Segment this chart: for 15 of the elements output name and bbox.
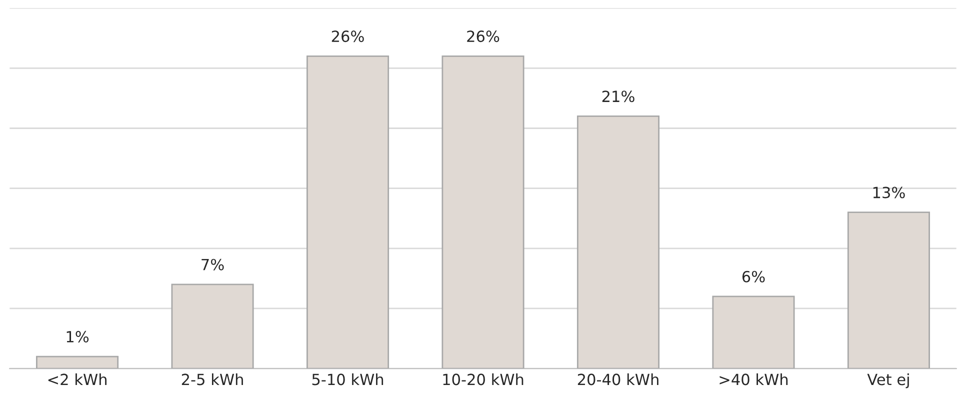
- data-label: 7%: [202, 258, 224, 270]
- data-label: 1%: [66, 330, 89, 342]
- x-tick-label: <2 kWh: [48, 373, 106, 386]
- x-tick-label: 5-10 kWh: [312, 373, 384, 386]
- x-tick-label: 20-40 kWh: [578, 373, 658, 386]
- data-label: 26%: [332, 30, 364, 42]
- data-label: 13%: [873, 186, 905, 198]
- x-tick-label: >40 kWh: [720, 373, 788, 386]
- data-label: 26%: [467, 30, 500, 42]
- data-label: 6%: [742, 270, 765, 282]
- x-tick-label: Vet ej: [867, 373, 909, 388]
- x-tick-label: 2-5 kWh: [182, 373, 243, 386]
- bar: [36, 356, 119, 369]
- data-label: 21%: [602, 90, 634, 102]
- x-tick-label: 10-20 kWh: [443, 373, 524, 386]
